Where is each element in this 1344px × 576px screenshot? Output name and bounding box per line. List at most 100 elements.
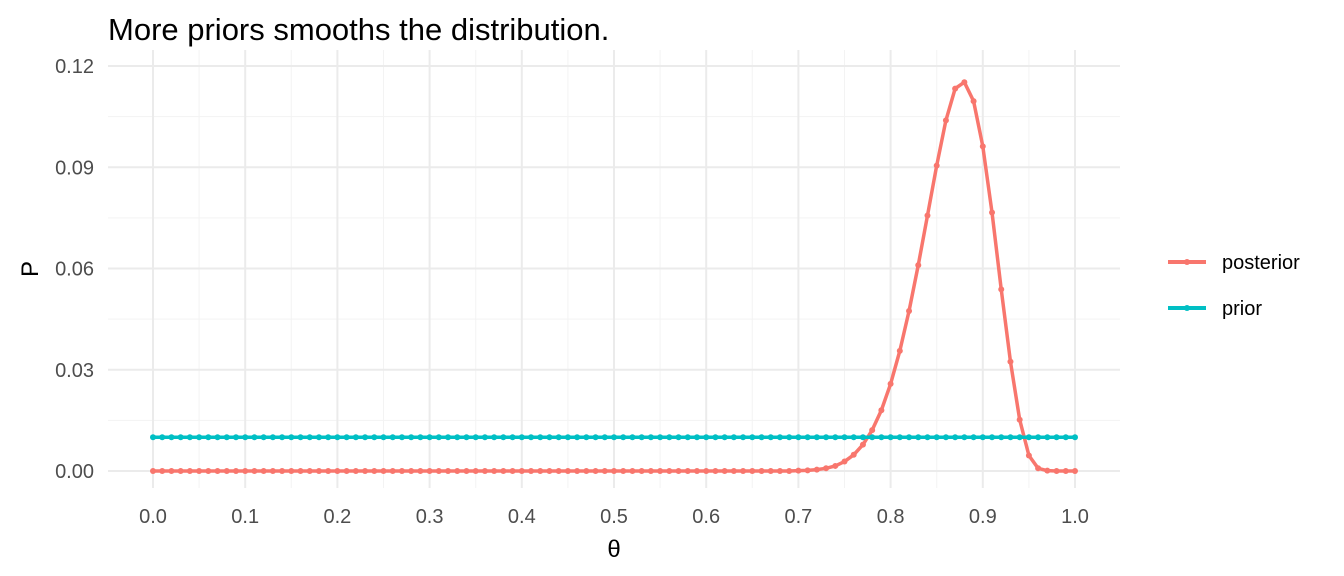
y-axis-title: P	[17, 261, 44, 277]
posterior-point	[740, 468, 747, 474]
prior-point	[196, 434, 203, 441]
prior-point	[1072, 434, 1078, 441]
legend-item-prior: prior	[1168, 298, 1262, 320]
posterior-point	[970, 98, 977, 105]
prior-point	[583, 434, 590, 441]
prior-point	[832, 434, 839, 441]
prior-point	[426, 434, 433, 441]
posterior-point	[223, 468, 230, 474]
posterior-point	[823, 465, 830, 472]
prior-point	[758, 434, 765, 441]
legend-label: prior	[1222, 298, 1262, 320]
posterior-point	[915, 262, 922, 269]
prior-point	[1044, 434, 1051, 441]
posterior-point	[786, 468, 793, 474]
posterior-point	[343, 468, 350, 474]
prior-point	[813, 434, 820, 441]
legend-key-point	[1184, 305, 1190, 311]
prior-point	[435, 434, 442, 441]
posterior-point	[776, 468, 783, 474]
prior-point	[989, 434, 996, 441]
posterior-point	[721, 468, 728, 474]
prior-point	[887, 434, 894, 441]
posterior-point	[491, 468, 498, 474]
prior-point	[297, 434, 304, 441]
posterior-point	[537, 468, 544, 474]
posterior-point	[961, 79, 968, 86]
posterior-point	[758, 468, 765, 474]
prior-point	[417, 434, 424, 441]
posterior-point	[196, 468, 203, 474]
prior-point	[712, 434, 719, 441]
prior-point	[1007, 434, 1014, 441]
posterior-point	[933, 162, 940, 169]
posterior-point	[647, 468, 654, 474]
posterior-point	[1025, 452, 1032, 459]
prior-point	[269, 434, 276, 441]
prior-point	[371, 434, 378, 441]
x-tick-label: 0.9	[969, 506, 997, 528]
posterior-point	[684, 468, 691, 474]
posterior-point	[878, 407, 885, 414]
prior-point	[537, 434, 544, 441]
prior-point	[334, 434, 341, 441]
series-posterior	[150, 79, 1078, 474]
prior-point	[647, 434, 654, 441]
posterior-point	[435, 468, 442, 474]
posterior-point	[297, 468, 304, 474]
posterior-point	[279, 468, 286, 474]
posterior-point	[850, 451, 857, 458]
prior-point	[1025, 434, 1032, 441]
prior-point	[933, 434, 940, 441]
y-tick-label: 0.03	[55, 360, 94, 382]
prior-point	[952, 434, 959, 441]
posterior-point	[555, 468, 562, 474]
posterior-point	[841, 458, 848, 465]
prior-point	[389, 434, 396, 441]
prior-point	[684, 434, 691, 441]
prior-point	[408, 434, 415, 441]
posterior-point	[546, 468, 553, 474]
posterior-point	[657, 468, 664, 474]
posterior-point	[417, 468, 424, 474]
series-layer	[150, 79, 1078, 474]
prior-point	[915, 434, 922, 441]
prior-point	[942, 434, 949, 441]
x-tick-label: 0.2	[323, 506, 351, 528]
posterior-point	[730, 468, 737, 474]
x-axis-title: θ	[607, 536, 620, 563]
posterior-point	[186, 468, 193, 474]
prior-point	[786, 434, 793, 441]
legend: posterior prior	[1168, 252, 1300, 320]
prior-point	[288, 434, 295, 441]
prior-point	[730, 434, 737, 441]
prior-point	[260, 434, 267, 441]
prior-point	[740, 434, 747, 441]
prior-point	[574, 434, 581, 441]
posterior-point	[481, 468, 488, 474]
prior-point	[795, 434, 802, 441]
x-tick-label: 0.0	[139, 506, 167, 528]
prior-point	[481, 434, 488, 441]
prior-point	[629, 434, 636, 441]
prior-point	[776, 434, 783, 441]
y-tick-label: 0.06	[55, 259, 94, 281]
posterior-point	[979, 143, 986, 150]
posterior-point	[952, 85, 959, 92]
posterior-point	[500, 468, 507, 474]
posterior-point	[315, 468, 322, 474]
legend-item-posterior: posterior	[1168, 252, 1300, 274]
prior-point	[463, 434, 470, 441]
posterior-point	[767, 468, 774, 474]
posterior-point	[1016, 416, 1023, 423]
prior-point	[223, 434, 230, 441]
prior-point	[878, 434, 885, 441]
posterior-point	[1035, 465, 1042, 472]
prior-point	[168, 434, 175, 441]
posterior-point	[509, 468, 516, 474]
prior-point	[150, 434, 156, 441]
y-tick-label: 0.00	[55, 461, 94, 483]
posterior-point	[205, 468, 212, 474]
legend-key-point	[1184, 259, 1190, 265]
